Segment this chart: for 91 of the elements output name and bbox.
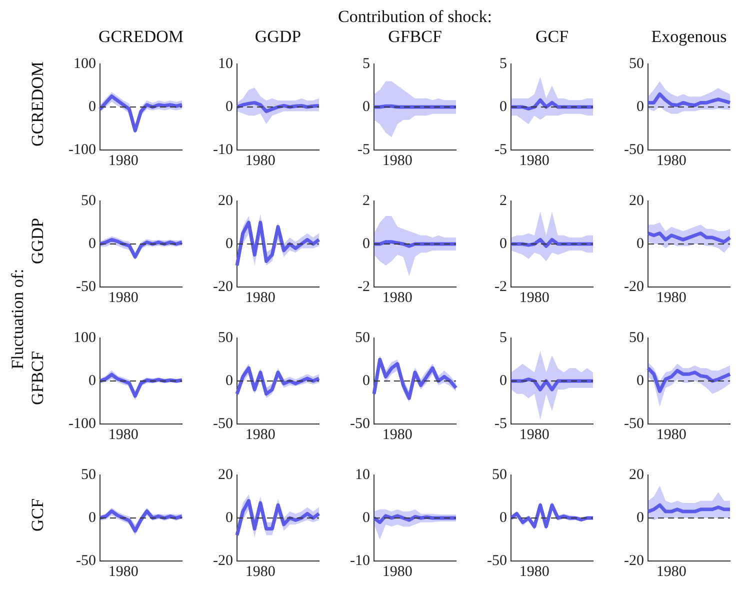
y-tick-label: 0 [226, 98, 233, 115]
y-tick-label: 0 [636, 236, 644, 252]
chart-title: GCREDOM [97, 27, 184, 47]
y-tick-label: 2 [500, 192, 507, 209]
x-tick-label: 1980 [519, 564, 550, 580]
y-tick-label: 5 [500, 330, 507, 346]
y-tick-label: -50 [76, 552, 96, 569]
y-axis-title: GFBCF [28, 350, 48, 406]
y-tick-label: -20 [624, 552, 644, 569]
text: Fluctuation of: [8, 268, 28, 372]
y-tick-label: 0 [500, 372, 507, 389]
y-tick-label: -50 [76, 278, 96, 295]
chart-title: GFBCF [387, 27, 443, 47]
y-tick-label: -50 [624, 142, 644, 158]
y-tick-label: 0 [226, 510, 233, 526]
x-tick-label: 1980 [656, 152, 686, 169]
y-tick-label: -50 [350, 416, 370, 432]
y-axis-title: GCREDOM [28, 60, 48, 148]
x-tick-label: 1980 [519, 152, 550, 169]
y-tick-label: 50 [492, 466, 507, 483]
x-tick-label: 1980 [245, 290, 276, 306]
y-tick-label: 5 [500, 56, 507, 72]
y-tick-label: 0 [636, 372, 644, 389]
y-tick-label: 20 [218, 192, 233, 209]
text: Contribution of shock: [337, 7, 493, 27]
y-tick-label: 10 [355, 466, 370, 483]
y-tick-label: 0 [88, 236, 96, 252]
y-tick-label: 0 [88, 510, 96, 526]
x-tick-label: 1980 [382, 564, 412, 580]
y-tick-label: 0 [500, 98, 507, 115]
x-tick-label: 1980 [108, 152, 138, 169]
y-tick-label: 0 [362, 510, 370, 526]
x-tick-label: 1980 [519, 426, 550, 443]
y-tick-label: 5 [362, 56, 370, 72]
y-tick-label: 50 [81, 192, 96, 209]
y-tick-label: 0 [226, 236, 233, 252]
y-tick-label: 0 [362, 98, 370, 115]
y-tick-label: 0 [500, 510, 507, 526]
y-tick-label: -5 [494, 416, 507, 432]
y-tick-label: 2 [362, 192, 370, 209]
x-tick-label: 1980 [382, 290, 412, 306]
x-tick-label: 1980 [519, 290, 550, 306]
y-tick-label: -20 [213, 278, 233, 295]
y-tick-label: 50 [355, 330, 370, 346]
x-tick-label: 1980 [245, 426, 276, 443]
y-tick-label: 0 [500, 236, 507, 252]
y-tick-label: 0 [362, 372, 370, 389]
y-axis-title: GCF [28, 496, 48, 534]
y-tick-label: 20 [218, 466, 233, 483]
y-tick-label: 0 [636, 510, 644, 526]
x-tick-label: 1980 [656, 290, 686, 306]
x-tick-label: 1980 [382, 426, 412, 443]
chart-title: Exogenous [650, 27, 728, 47]
y-tick-label: 100 [74, 330, 96, 346]
chart-title: GGDP [254, 27, 302, 47]
y-tick-label: -20 [624, 278, 644, 295]
chart-title: GCF [534, 27, 570, 47]
y-tick-label: -10 [350, 552, 370, 569]
x-tick-label: 1980 [382, 152, 412, 169]
y-tick-label: -20 [213, 552, 233, 569]
y-tick-label: -100 [68, 142, 96, 158]
y-tick-label: -5 [358, 142, 370, 158]
y-axis-title: GGDP [28, 216, 48, 266]
y-tick-label: 0 [362, 236, 370, 252]
y-tick-label: 0 [88, 98, 96, 115]
x-tick-label: 1980 [108, 564, 138, 580]
y-tick-label: 20 [629, 466, 644, 483]
y-tick-label: 50 [629, 330, 644, 346]
x-tick-label: 1980 [108, 290, 138, 306]
y-tick-label: 0 [88, 372, 96, 389]
y-tick-label: -50 [213, 416, 233, 432]
x-tick-label: 1980 [656, 426, 686, 443]
x-tick-label: 1980 [656, 564, 686, 580]
y-tick-label: -2 [358, 278, 370, 295]
y-tick-label: -100 [68, 416, 96, 432]
y-tick-label: 20 [629, 192, 644, 209]
y-tick-label: 0 [636, 98, 644, 115]
x-tick-label: 1980 [108, 426, 138, 443]
y-tick-label: -2 [494, 278, 507, 295]
y-tick-label: -10 [213, 142, 233, 158]
y-tick-label: 0 [226, 372, 233, 389]
y-tick-label: 50 [218, 330, 233, 346]
x-tick-label: 1980 [245, 152, 276, 169]
y-tick-label: -50 [487, 552, 507, 569]
y-tick-label: -50 [624, 416, 644, 432]
y-tick-label: 100 [74, 56, 96, 72]
y-tick-label: 10 [218, 56, 233, 72]
x-tick-label: 1980 [245, 564, 276, 580]
y-tick-label: 50 [81, 466, 96, 483]
y-tick-label: -5 [494, 142, 507, 158]
y-tick-label: 50 [629, 56, 644, 72]
